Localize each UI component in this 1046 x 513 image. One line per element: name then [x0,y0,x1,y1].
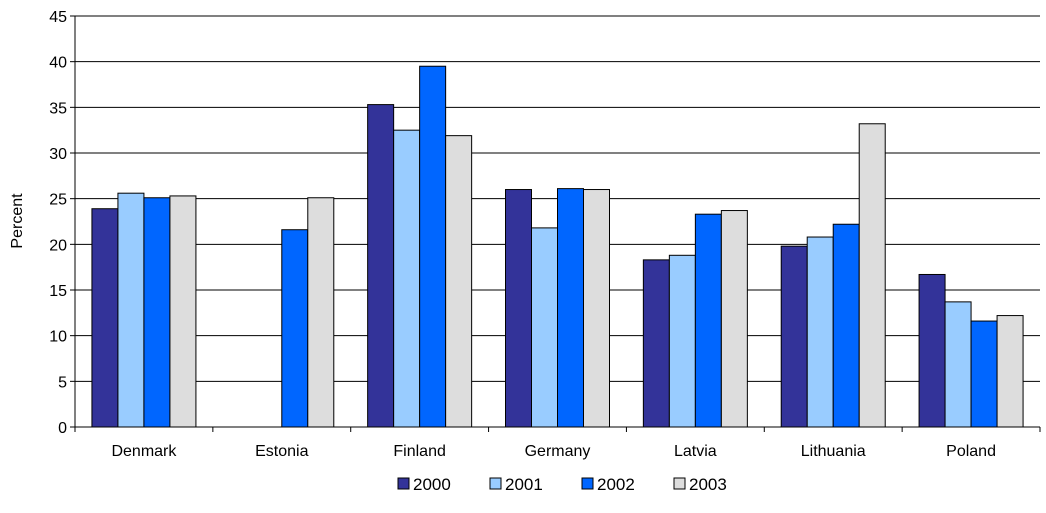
bar-estonia-2003 [307,197,335,428]
bar-poland-2001 [944,301,972,428]
y-tick-label: 25 [49,192,67,209]
bar-finland-2000 [367,104,395,428]
x-category-label: Lithuania [801,443,866,460]
bar-finland-2002 [419,65,447,428]
bar-finland-2003 [445,135,473,428]
legend-swatch-2001 [489,477,502,490]
bar-latvia-2003 [720,210,748,428]
x-category-labels: Denmark Estonia Finland Germany Latvia Lithua… [74,427,1041,460]
bar-poland-2000 [918,273,946,428]
bar-estonia-2002 [281,229,309,428]
bar-denmark-2002 [143,197,171,428]
legend-label-2000: 2000 [413,475,451,494]
bar-denmark-2003 [169,195,197,428]
bar-germany-2003 [583,189,610,428]
y-tick-label: 20 [49,237,67,254]
y-tick-label: 40 [49,55,67,72]
legend-swatch-2002 [581,477,594,490]
bar-poland-2002 [970,320,998,428]
bars [91,65,1024,428]
y-tick-labels: 0 5 10 15 20 25 30 35 40 45 [49,9,67,437]
x-category-label: Latvia [674,443,717,460]
bar-latvia-2002 [694,213,722,428]
y-tick-label: 30 [49,146,67,163]
legend-swatch-2000 [397,477,410,490]
legend-label-2001: 2001 [505,475,543,494]
x-category-label: Estonia [255,443,308,460]
bar-denmark-2001 [117,192,145,428]
y-axis-label: Percent [9,193,26,249]
legend-label-2003: 2003 [689,475,727,494]
bar-germany-2001 [531,227,558,428]
axes [74,16,1040,428]
y-tick-label: 45 [49,9,67,26]
bar-latvia-2000 [642,259,670,428]
bar-lithuania-2001 [806,236,834,428]
bar-germany-2002 [557,188,584,428]
x-category-label: Poland [946,443,996,460]
x-category-label: Germany [525,443,591,460]
legend-swatch-2003 [673,477,686,490]
y-tick-label: 5 [58,374,67,391]
legend: 2000 2001 2002 2003 [397,475,727,494]
bar-lithuania-2003 [858,123,886,428]
x-category-label: Denmark [111,443,177,460]
legend-label-2002: 2002 [597,475,635,494]
bar-denmark-2000 [91,208,119,428]
bar-latvia-2001 [668,254,696,428]
bar-finland-2001 [393,129,421,428]
y-tick-label: 10 [49,329,67,346]
y-tick-label: 35 [49,100,67,117]
y-tick-label: 15 [49,283,67,300]
bar-lithuania-2002 [832,223,860,428]
bar-germany-2000 [505,189,532,428]
y-tick-label: 0 [58,420,67,437]
bar-lithuania-2000 [780,245,808,428]
x-category-label: Finland [393,443,445,460]
bar-poland-2003 [996,315,1024,428]
